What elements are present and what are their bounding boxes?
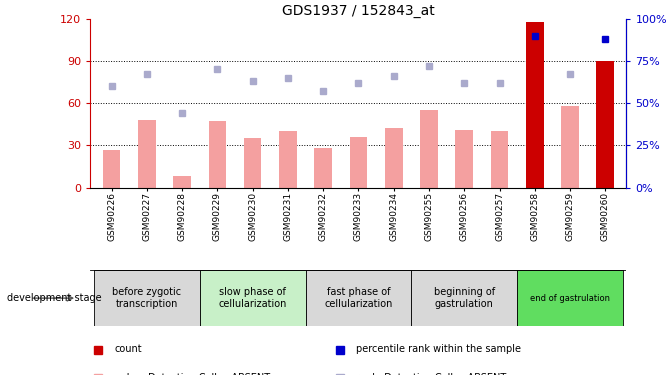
Text: GSM90255: GSM90255 [425, 192, 433, 241]
Bar [208, 122, 226, 188]
Bar [138, 120, 155, 188]
Bar [517, 270, 623, 326]
Text: beginning of
gastrulation: beginning of gastrulation [433, 287, 495, 309]
Text: GSM90256: GSM90256 [460, 192, 469, 241]
Bar [314, 148, 332, 188]
Text: before zygotic
transcription: before zygotic transcription [113, 287, 182, 309]
Text: GSM90226: GSM90226 [107, 192, 116, 241]
Bar [411, 270, 517, 326]
Text: GSM90260: GSM90260 [601, 192, 610, 241]
Text: count: count [115, 345, 142, 354]
Text: end of gastrulation: end of gastrulation [530, 294, 610, 303]
Bar [456, 130, 473, 188]
Text: fast phase of
cellularization: fast phase of cellularization [324, 287, 393, 309]
Text: percentile rank within the sample: percentile rank within the sample [356, 345, 521, 354]
Text: rank, Detection Call = ABSENT: rank, Detection Call = ABSENT [356, 373, 506, 375]
Bar [279, 131, 297, 188]
Text: GSM90257: GSM90257 [495, 192, 504, 241]
Text: GSM90228: GSM90228 [178, 192, 187, 241]
Text: value, Detection Call = ABSENT: value, Detection Call = ABSENT [115, 373, 270, 375]
Bar [420, 110, 438, 188]
Text: GSM90258: GSM90258 [530, 192, 539, 241]
Bar [385, 128, 403, 188]
Bar [174, 176, 191, 188]
Text: development stage: development stage [7, 293, 101, 303]
Bar [596, 61, 614, 188]
Bar [244, 138, 261, 188]
Text: GSM90231: GSM90231 [283, 192, 292, 241]
Text: GSM90232: GSM90232 [319, 192, 328, 241]
Text: GSM90259: GSM90259 [565, 192, 575, 241]
Bar [94, 270, 200, 326]
Bar [350, 137, 367, 188]
Text: GSM90230: GSM90230 [248, 192, 257, 241]
Title: GDS1937 / 152843_at: GDS1937 / 152843_at [282, 4, 435, 18]
Text: slow phase of
cellularization: slow phase of cellularization [218, 287, 287, 309]
Text: GSM90234: GSM90234 [389, 192, 398, 241]
Bar [561, 106, 579, 188]
Text: GSM90229: GSM90229 [213, 192, 222, 241]
Bar [490, 131, 509, 188]
Text: GSM90233: GSM90233 [354, 192, 363, 241]
Bar [200, 270, 306, 326]
Bar [103, 150, 121, 188]
Bar [306, 270, 411, 326]
Text: GSM90227: GSM90227 [142, 192, 151, 241]
Bar [526, 21, 543, 188]
